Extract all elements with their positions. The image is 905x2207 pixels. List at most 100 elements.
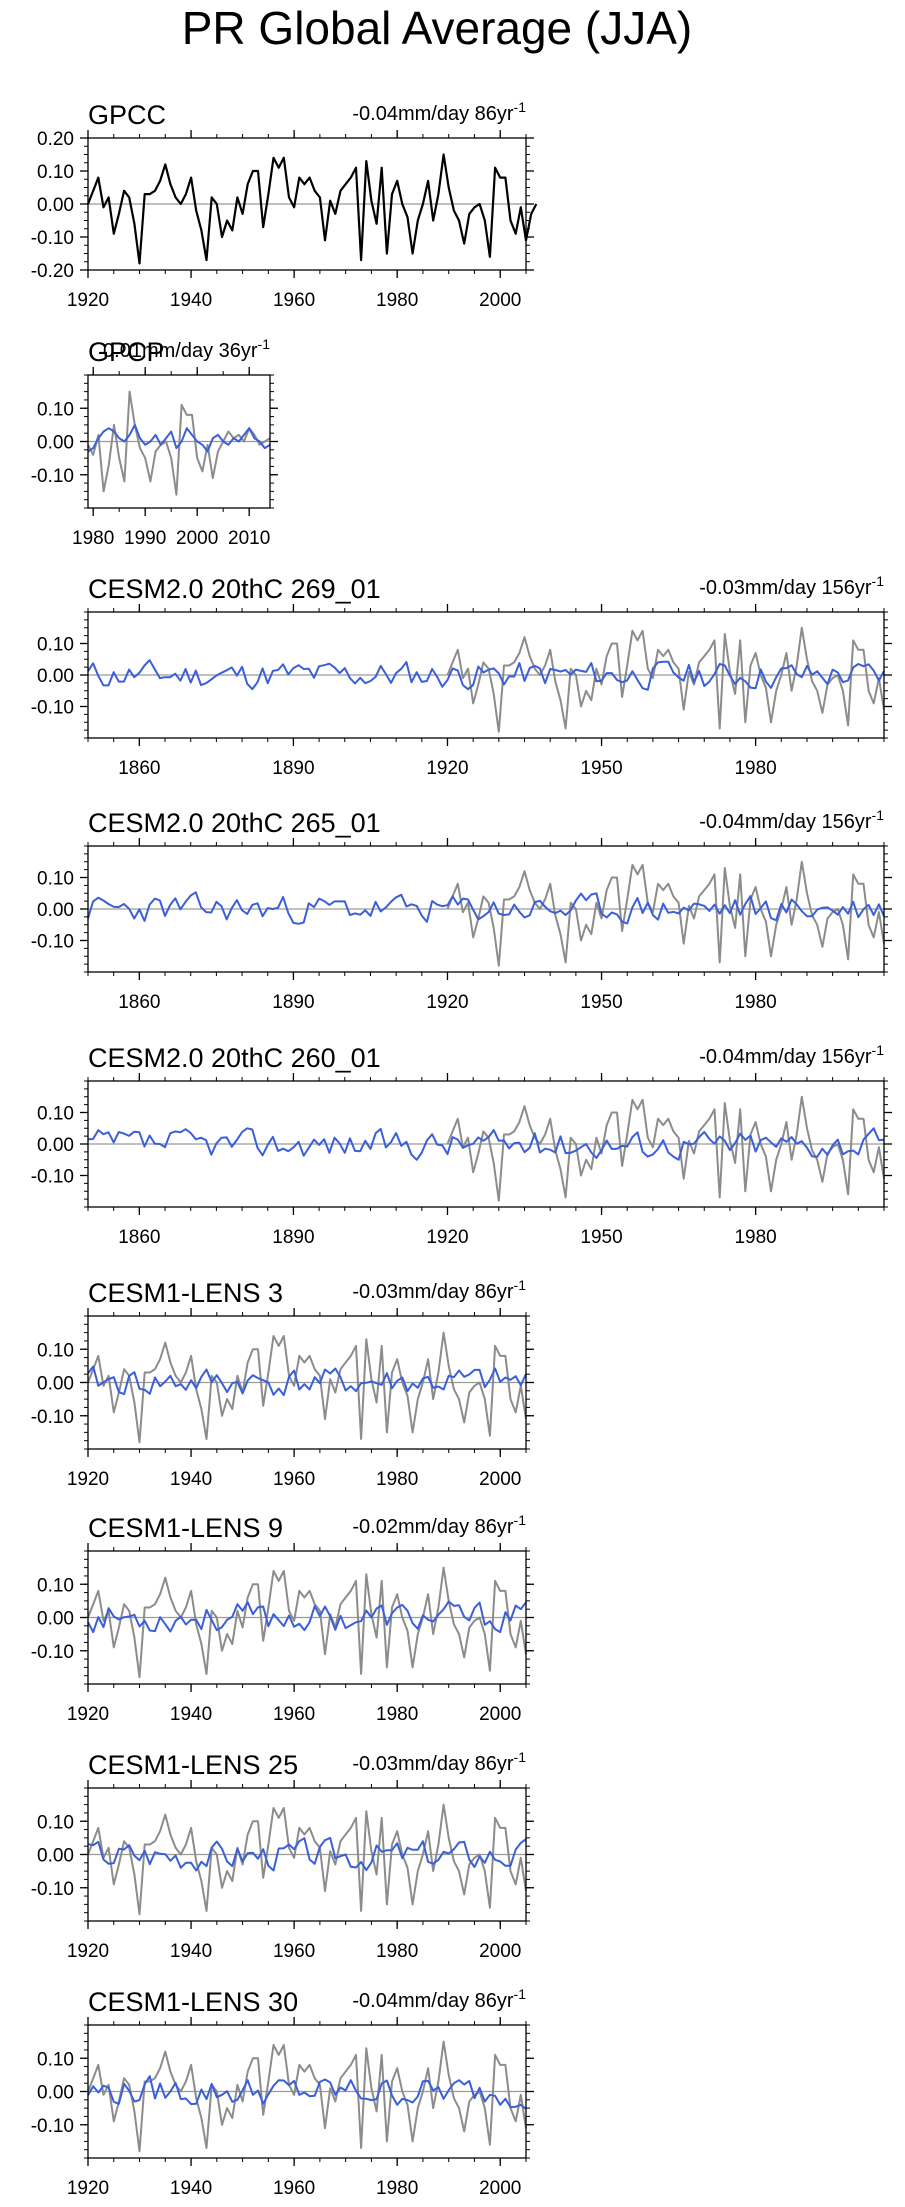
model-line [87, 423, 271, 453]
y-tick-label: 0.10 [37, 1340, 74, 1361]
y-tick-label: -0.10 [31, 932, 74, 953]
model-line [87, 2075, 527, 2110]
observed-line [87, 1566, 527, 1679]
x-tick-label: 1940 [170, 1704, 212, 1725]
x-tick-label: 1920 [67, 2178, 109, 2199]
observed-line [87, 2040, 527, 2153]
y-tick-label: 0.10 [37, 635, 74, 656]
x-tick-label: 1920 [67, 290, 109, 311]
y-tick-label: 0.10 [37, 162, 74, 183]
observed-line [87, 1331, 527, 1444]
x-tick-label: 2000 [479, 1469, 521, 1490]
x-tick-label: 1950 [580, 1227, 622, 1248]
y-tick-label: -0.10 [31, 1642, 74, 1663]
x-tick-label: 1980 [376, 1941, 418, 1962]
model-line [87, 1365, 527, 1397]
model-line [87, 659, 885, 691]
panel-title: CESM1-LENS 9 [88, 1513, 283, 1543]
panel-title: GPCP [88, 337, 165, 367]
panel-8: CESM1-LENS 25 -0.03mm/day 86yr-1 0.10 0.00 -… [31, 1749, 534, 1962]
y-tick-label: -0.10 [31, 1167, 74, 1188]
x-tick-label: 1980 [376, 1704, 418, 1725]
x-tick-label: 1980 [376, 290, 418, 311]
trend-label: -0.04mm/day 156yr-1 [699, 807, 884, 833]
trend-label: 0.01mm/day 36yr-1 [103, 336, 270, 362]
x-tick-label: 2000 [479, 2178, 521, 2199]
x-tick-label: 1950 [580, 758, 622, 779]
y-tick-label: 0.00 [37, 433, 74, 454]
x-tick-label: 1920 [426, 1227, 468, 1248]
x-tick-label: 1960 [273, 1469, 315, 1490]
x-tick-label: 1860 [118, 992, 160, 1013]
x-tick-label: 1860 [118, 1227, 160, 1248]
y-tick-label: 0.00 [37, 1135, 74, 1156]
observed-line [87, 390, 271, 496]
y-tick-label: -0.10 [31, 1407, 74, 1428]
panel-title: CESM1-LENS 30 [88, 1987, 298, 2017]
y-tick-label: -0.10 [31, 1879, 74, 1900]
y-tick-label: 0.00 [37, 2083, 74, 2104]
x-tick-label: 1920 [426, 758, 468, 779]
y-tick-label: 0.00 [37, 1374, 74, 1395]
observed-line [446, 860, 885, 967]
y-tick-label: -0.10 [31, 698, 74, 719]
x-tick-label: 1960 [273, 2178, 315, 2199]
panel-title: CESM1-LENS 3 [88, 1278, 283, 1308]
y-tick-label: -0.20 [31, 261, 74, 282]
y-tick-label: 0.10 [37, 869, 74, 890]
panel-7: CESM1-LENS 9 -0.02mm/day 86yr-1 0.10 0.00 -0… [31, 1512, 534, 1725]
x-tick-label: 2000 [479, 1704, 521, 1725]
trend-label: -0.04mm/day 156yr-1 [699, 1042, 884, 1068]
trend-label: -0.04mm/day 86yr-1 [352, 99, 526, 125]
panel-title: CESM2.0 20thC 265_01 [88, 808, 381, 838]
x-tick-label: 1890 [272, 758, 314, 779]
panel-title: CESM2.0 20thC 269_01 [88, 574, 381, 604]
x-tick-label: 1980 [734, 1227, 776, 1248]
observed-line [446, 626, 885, 733]
model-line [87, 891, 885, 925]
y-tick-label: 0.10 [37, 2049, 74, 2070]
x-tick-label: 1940 [170, 1469, 212, 1490]
x-tick-label: 1960 [273, 290, 315, 311]
x-tick-label: 1960 [273, 1704, 315, 1725]
x-tick-label: 1920 [67, 1704, 109, 1725]
panel-title: CESM1-LENS 25 [88, 1750, 298, 1780]
y-tick-label: -0.10 [31, 2116, 74, 2137]
x-tick-label: 1940 [170, 290, 212, 311]
y-tick-label: 0.00 [37, 900, 74, 921]
y-tick-label: 0.20 [37, 129, 74, 150]
y-tick-label: 0.10 [37, 1104, 74, 1125]
x-tick-label: 2000 [176, 528, 218, 549]
figure-title: PR Global Average (JJA) [182, 2, 693, 54]
x-tick-label: 1890 [272, 992, 314, 1013]
x-tick-label: 1920 [426, 992, 468, 1013]
observed-line [87, 1803, 527, 1916]
x-tick-label: 1980 [734, 992, 776, 1013]
x-tick-label: 1980 [72, 528, 114, 549]
x-tick-label: 2000 [479, 290, 521, 311]
panel-5: CESM2.0 20thC 260_01 -0.04mm/day 156yr-1 0… [31, 1042, 892, 1248]
panel-9: CESM1-LENS 30 -0.04mm/day 86yr-1 0.10 0.00 -… [31, 1986, 534, 2199]
trend-label: -0.03mm/day 86yr-1 [352, 1749, 526, 1775]
observed-line [446, 1095, 885, 1202]
y-tick-label: 0.00 [37, 195, 74, 216]
trend-label: -0.03mm/day 156yr-1 [699, 573, 884, 599]
x-tick-label: 2010 [228, 528, 270, 549]
y-tick-label: -0.10 [31, 228, 74, 249]
x-tick-label: 1920 [67, 1469, 109, 1490]
x-tick-label: 1920 [67, 1941, 109, 1962]
x-tick-label: 1980 [376, 1469, 418, 1490]
panel-1: GPCC -0.04mm/day 86yr-1 0.20 0.10 0.00 -0.10 -… [31, 99, 538, 311]
panel-3: CESM2.0 20thC 269_01 -0.03mm/day 156yr-1 0… [31, 573, 892, 779]
model-line [87, 1127, 885, 1161]
x-tick-label: 1890 [272, 1227, 314, 1248]
x-tick-label: 1990 [124, 528, 166, 549]
observed-line [86, 153, 538, 265]
trend-label: -0.03mm/day 86yr-1 [352, 1277, 526, 1303]
y-tick-label: -0.10 [31, 466, 74, 487]
x-tick-label: 1980 [734, 758, 776, 779]
y-tick-label: 0.00 [37, 666, 74, 687]
x-tick-label: 1950 [580, 992, 622, 1013]
x-tick-label: 1980 [376, 2178, 418, 2199]
panel-title: GPCC [88, 100, 166, 130]
